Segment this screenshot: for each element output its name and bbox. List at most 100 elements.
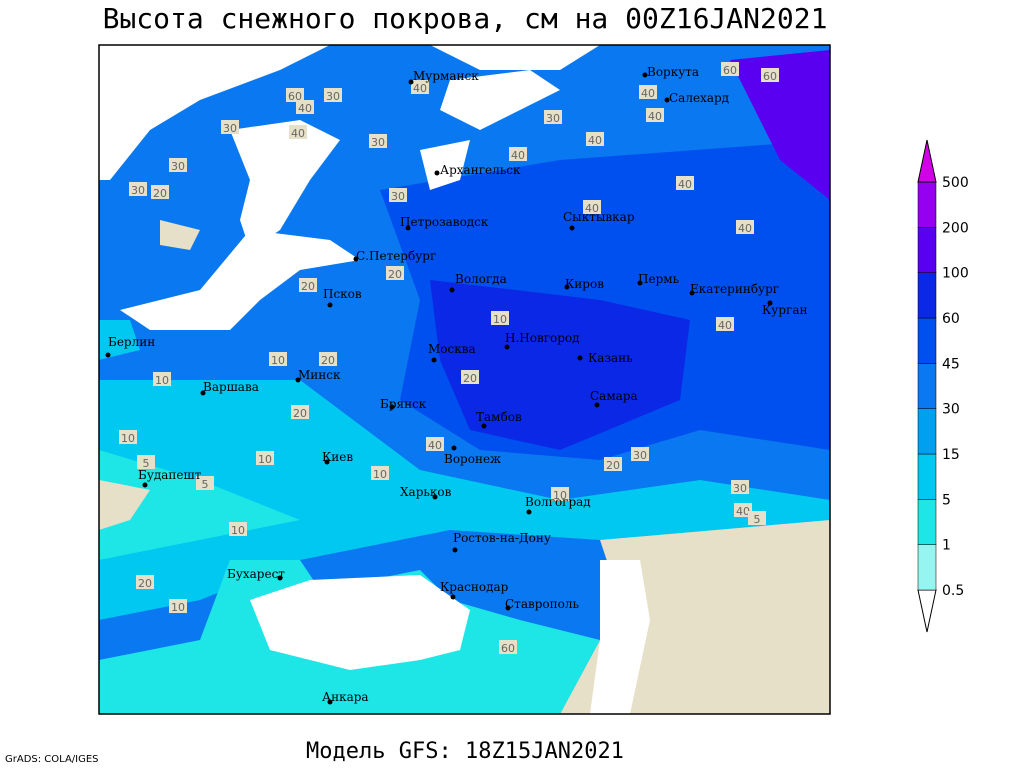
city-dot [295, 377, 301, 383]
colorbar-band [917, 363, 937, 409]
contour-label: 20 [138, 577, 152, 590]
city-dot [200, 390, 206, 396]
contour-label-box [639, 85, 657, 99]
map-frame [98, 44, 831, 715]
city-label: Казань [588, 351, 633, 365]
city-label: Берлин [108, 335, 155, 349]
contour-label: 40 [641, 87, 655, 100]
city-dot [389, 404, 395, 410]
colorbar-label: 45 [942, 356, 960, 372]
contour-label-box [324, 88, 342, 102]
title: Высота снежного покрова, см на 00Z16JAN2… [103, 2, 828, 35]
contour-label: 40 [291, 127, 305, 140]
contour-label: 20 [293, 407, 307, 420]
city-dot [142, 482, 148, 488]
contour-label: 30 [171, 160, 185, 173]
contour-label: 40 [298, 102, 312, 115]
contour-label-box [389, 188, 407, 202]
city-label: Будапешт [138, 468, 202, 482]
contour-label-box [129, 182, 147, 196]
contour-label: 20 [153, 187, 167, 200]
contour-label-box [631, 447, 649, 461]
contour-label: 40 [585, 202, 599, 215]
colorbar-low [917, 589, 937, 633]
city-label: Минск [298, 368, 341, 382]
contour-label: 40 [588, 134, 602, 147]
city-dot [324, 459, 330, 465]
contour-label-box [761, 68, 779, 82]
city-label: Архангельск [440, 163, 521, 177]
contour-label: 40 [511, 149, 525, 162]
contour-label-box [411, 80, 429, 94]
contour-label: 40 [413, 82, 427, 95]
contour-label-box [319, 352, 337, 366]
contour-label: 30 [633, 449, 647, 462]
contour-label: 30 [733, 482, 747, 495]
city-label: Самара [590, 389, 638, 403]
colorbar-band [917, 181, 937, 228]
contour-label: 10 [553, 489, 567, 502]
contour-label: 20 [301, 280, 315, 293]
city-dot [577, 355, 583, 361]
city-label: Екатеринбург [690, 282, 779, 296]
contour-label-box [291, 405, 309, 419]
city-dot [689, 290, 695, 296]
city-label: Н.Новгород [505, 331, 580, 345]
city-dot [594, 402, 600, 408]
contour-label-box [736, 220, 754, 234]
contour-label-box [136, 575, 154, 589]
city-dot [432, 494, 438, 500]
cities: Мурманск Воркута Салехард Архангельск Петроз… [105, 65, 807, 705]
contour-label-box [296, 100, 314, 114]
contour-label-box [586, 132, 604, 146]
contour-label: 30 [371, 136, 385, 149]
contour-label-box [269, 352, 287, 366]
contour-label-box [731, 480, 749, 494]
contour-label: 40 [648, 110, 662, 123]
city-dot [564, 284, 570, 290]
city-dot [353, 256, 359, 262]
contour-label: 20 [463, 372, 477, 385]
contour-label: 10 [171, 601, 185, 614]
contour-label: 20 [388, 268, 402, 281]
contour-label-box [646, 108, 664, 122]
contour-label-box [748, 511, 766, 525]
colorbar-band [917, 227, 937, 273]
colorbar-band [917, 317, 937, 364]
colorbar-band [917, 499, 937, 545]
city-label: Москва [428, 342, 476, 356]
contour-label: 10 [231, 524, 245, 537]
city-label: Воркута [647, 65, 699, 79]
contour-label: 10 [155, 374, 169, 387]
colorbar-band [917, 408, 937, 455]
city-dot [452, 547, 458, 553]
colorbar-label: 15 [942, 447, 960, 463]
city-label: Курган [762, 303, 807, 317]
colorbar-label: 30 [942, 402, 960, 418]
contour-label-box [196, 476, 214, 490]
city-dot [526, 509, 532, 515]
city-label: Ростов-на-Дону [453, 531, 551, 545]
city-label: Ставрополь [505, 597, 579, 611]
contour-label: 30 [131, 184, 145, 197]
city-dot [504, 344, 510, 350]
contour-label: 20 [606, 459, 620, 472]
contour-label-box [509, 147, 527, 161]
contour-label-box [426, 437, 444, 451]
city-label: Мурманск [413, 69, 479, 83]
contour-label-box [716, 317, 734, 331]
contour-label-box [604, 457, 622, 471]
city-label: Воронеж [444, 452, 501, 466]
city-dot [277, 575, 283, 581]
contour-label-box [299, 278, 317, 292]
city-dot [449, 287, 455, 293]
colorbar-label: 5 [942, 492, 951, 508]
city-label: Бухарест [227, 567, 285, 581]
city-label: Псков [323, 287, 362, 301]
city-label: Волгоград [525, 495, 591, 509]
city-dot [405, 225, 411, 231]
city-label: Краснодар [440, 580, 509, 594]
footer: Модель GFS: 18Z15JAN2021 [306, 739, 624, 764]
city-label: Салехард [669, 91, 729, 105]
